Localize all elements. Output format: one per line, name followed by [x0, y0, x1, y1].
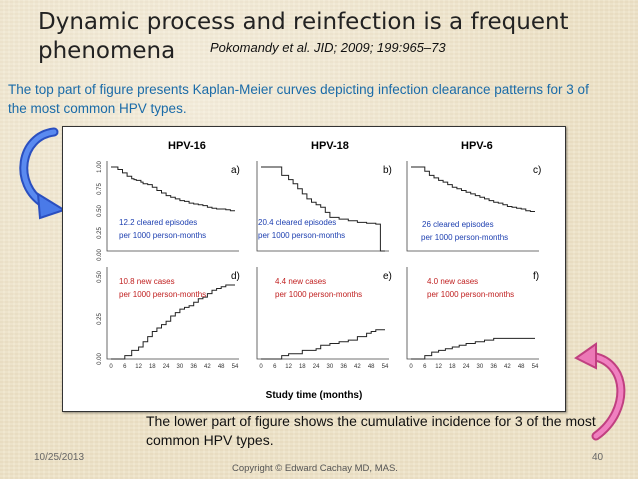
- x-tick: 48: [368, 364, 375, 370]
- panel-title-hpv6: HPV-6: [461, 140, 493, 152]
- x-axis-label: Study time (months): [266, 390, 363, 401]
- annotation-hpv16-line1: 12.2 cleared episodes: [119, 218, 197, 227]
- bottom-annotations: 10.8 new cases per 1000 person-months 4.…: [119, 277, 514, 299]
- annotation-d-line2: per 1000 person-months: [119, 290, 206, 299]
- x-axis-ticks: 0 6 12 18 24 30 36 42 48 54 0 6 12 18 24 30 36 42 48 54 0 6 12…: [109, 364, 539, 370]
- panel-letter-f: f): [533, 271, 539, 282]
- survival-curve-c: [411, 166, 535, 212]
- x-tick: 42: [504, 364, 511, 370]
- x-tick: 0: [409, 364, 413, 370]
- panel-title-hpv18: HPV-18: [311, 140, 349, 152]
- x-tick: 6: [273, 364, 277, 370]
- y-tick: 0.50: [97, 271, 103, 283]
- kaplan-meier-figure: HPV-16 HPV-18 HPV-6 a) b) c) d) e) f) 1.…: [97, 140, 541, 401]
- x-tick: 0: [259, 364, 263, 370]
- bottom-note: The lower part of figure shows the cumul…: [146, 413, 596, 448]
- top-annotations: 12.2 cleared episodes per 1000 person-mo…: [119, 218, 508, 242]
- x-tick: 6: [123, 364, 127, 370]
- x-tick: 6: [423, 364, 427, 370]
- x-tick: 12: [135, 364, 142, 370]
- axis-frame: [256, 267, 389, 360]
- axis-frame: [406, 161, 539, 252]
- survival-curve-e: [261, 329, 385, 360]
- annotation-f-line2: per 1000 person-months: [427, 290, 514, 299]
- y-tick: 0.25: [97, 227, 103, 239]
- panel-title-hpv16: HPV-16: [168, 140, 206, 152]
- x-tick: 48: [518, 364, 525, 370]
- annotation-hpv18-line1: 20.4 cleared episodes: [258, 218, 336, 227]
- axis-frame: [406, 267, 539, 360]
- panel-letter-b: b): [383, 165, 392, 176]
- annotation-hpv6-line1: 26 cleared episodes: [422, 220, 494, 229]
- annotation-hpv6-line2: per 1000 person-months: [421, 233, 508, 242]
- title-line-1: Dynamic process and reinfection is a fre…: [38, 9, 569, 35]
- panel-letter-e: e): [383, 271, 392, 282]
- x-tick: 12: [285, 364, 292, 370]
- annotation-hpv16-line2: per 1000 person-months: [119, 231, 206, 240]
- axis-frame: [106, 267, 239, 360]
- y-tick: 0.75: [97, 183, 103, 195]
- x-tick: 42: [204, 364, 211, 370]
- annotation-f-line1: 4.0 new cases: [427, 277, 478, 286]
- x-tick: 48: [218, 364, 225, 370]
- y-tick: 0.25: [97, 313, 103, 325]
- x-tick: 54: [532, 364, 539, 370]
- top-note: The top part of figure presents Kaplan-M…: [8, 82, 589, 116]
- annotation-d-line1: 10.8 new cases: [119, 277, 175, 286]
- curved-arrow-right-icon: [574, 342, 626, 441]
- x-tick: 54: [232, 364, 239, 370]
- y-tick: 0.00: [97, 249, 103, 261]
- x-tick: 42: [354, 364, 361, 370]
- x-tick: 24: [463, 364, 470, 370]
- x-tick: 36: [190, 364, 197, 370]
- axis-frame: [256, 161, 389, 252]
- survival-curve-f: [411, 337, 535, 360]
- x-tick: 30: [177, 364, 184, 370]
- panel-letter-d: d): [231, 271, 240, 282]
- x-tick: 30: [327, 364, 334, 370]
- page-number: 40: [592, 452, 604, 463]
- survival-curve-b: [261, 166, 385, 252]
- x-tick: 0: [109, 364, 113, 370]
- survival-curve-d: [111, 284, 235, 360]
- annotation-e-line1: 4.4 new cases: [275, 277, 326, 286]
- y-tick: 1.00: [97, 161, 103, 173]
- x-tick: 24: [313, 364, 320, 370]
- citation: Pokomandy et al. JID; 2009; 199:965–73: [210, 40, 446, 55]
- curved-arrow-left-icon: [19, 127, 67, 220]
- panel-letter-a: a): [231, 165, 240, 176]
- plot-frames: [106, 161, 539, 360]
- slide-date: 10/25/2013: [34, 452, 85, 463]
- x-tick: 18: [449, 364, 456, 370]
- slide-title: Dynamic process and reinfection is a fre…: [38, 8, 569, 66]
- top-y-axis: 1.00 0.75 0.50 0.25 0.00: [97, 161, 103, 261]
- bottom-y-axis: 0.50 0.25 0.00: [97, 271, 103, 365]
- y-tick: 0.00: [97, 353, 103, 365]
- panel-letter-c: c): [533, 165, 541, 176]
- x-tick: 36: [340, 364, 347, 370]
- x-tick: 54: [382, 364, 389, 370]
- y-tick: 0.50: [97, 205, 103, 217]
- survival-curve-a: [111, 166, 235, 212]
- plot-curves: [111, 166, 535, 360]
- x-tick: 36: [490, 364, 497, 370]
- copyright-text: Copyright © Edward Cachay MD, MAS.: [232, 463, 398, 474]
- x-tick: 18: [149, 364, 156, 370]
- x-tick: 24: [163, 364, 170, 370]
- annotation-e-line2: per 1000 person-months: [275, 290, 362, 299]
- axis-frame: [106, 161, 239, 252]
- annotation-hpv18-line2: per 1000 person-months: [258, 231, 345, 240]
- x-tick: 18: [299, 364, 306, 370]
- x-tick: 30: [477, 364, 484, 370]
- x-tick: 12: [435, 364, 442, 370]
- title-line-2: phenomena: [38, 38, 176, 64]
- figure-panel: HPV-16 HPV-18 HPV-6 a) b) c) d) e) f) 1.…: [62, 126, 566, 412]
